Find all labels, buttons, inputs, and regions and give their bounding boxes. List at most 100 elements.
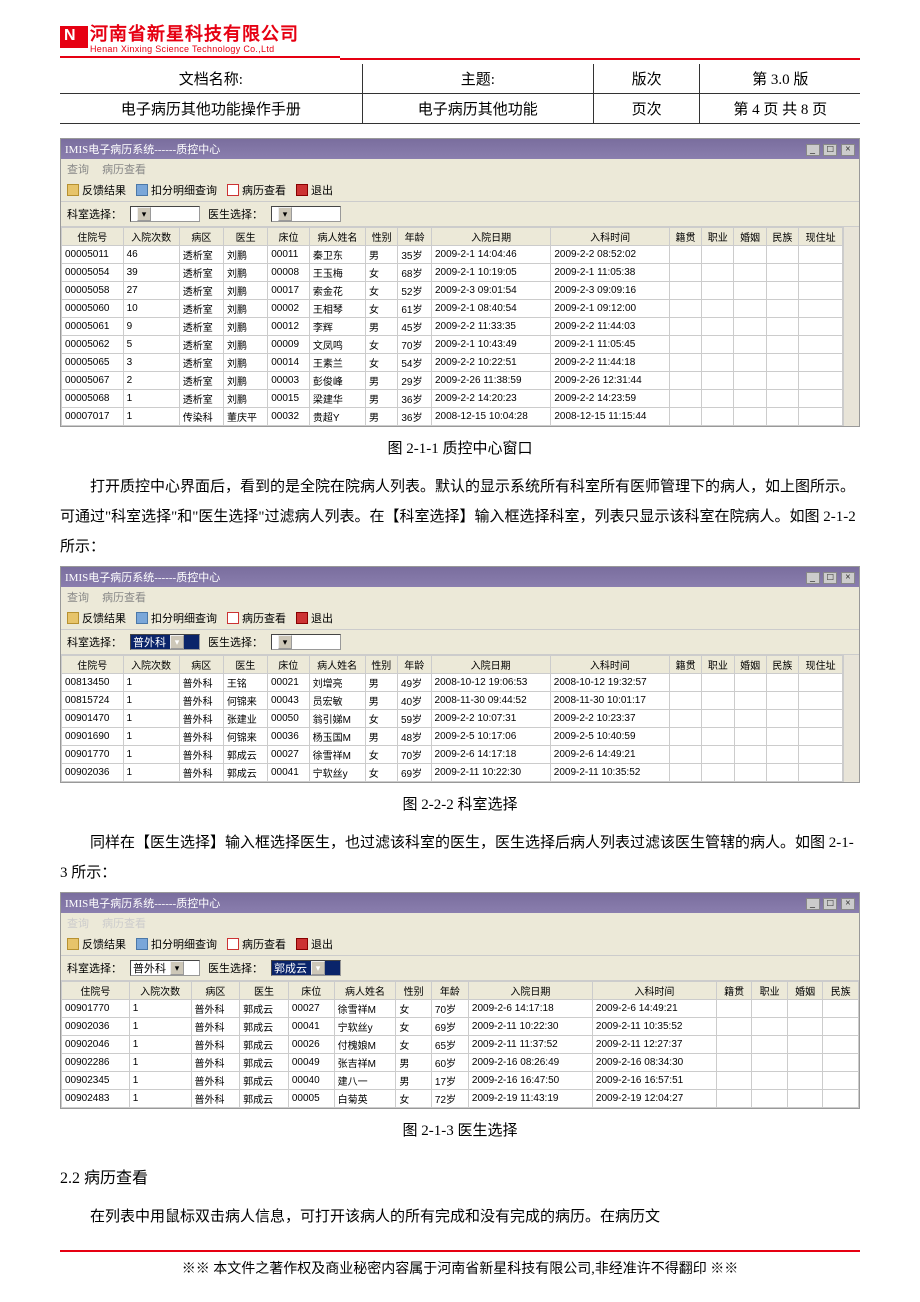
table-cell	[734, 354, 766, 372]
doctor-select[interactable]: 郭成云▾	[271, 960, 341, 976]
table-row[interactable]: 009014701普外科张建业00050翁引娣M女59岁2009-2-2 10:…	[62, 710, 843, 728]
table-row[interactable]: 0000506010透析室刘鹏00002王相琴女61岁2009-2-1 08:4…	[62, 300, 843, 318]
table-cell: 透析室	[179, 246, 223, 264]
table-header-cell: 职业	[752, 982, 788, 1000]
table-row[interactable]: 000050653透析室刘鹏00014王素兰女54岁2009-2-2 10:22…	[62, 354, 843, 372]
table-row[interactable]: 008157241普外科何锦来00043员宏敏男40岁2008-11-30 09…	[62, 692, 843, 710]
toolbar-exit[interactable]: 退出	[296, 610, 333, 626]
doctor-select[interactable]: ▾	[271, 634, 341, 650]
table-cell	[702, 408, 734, 426]
table-cell: 男	[396, 1054, 432, 1072]
dept-select[interactable]: ▾	[130, 206, 200, 222]
table-cell: 透析室	[179, 318, 223, 336]
table-cell: 何锦来	[223, 692, 267, 710]
table-cell: 郭成云	[240, 1090, 289, 1108]
dept-select[interactable]: 普外科▾	[130, 634, 200, 650]
table-cell: 1	[123, 674, 179, 692]
menu-query[interactable]: 查询	[67, 592, 89, 604]
table-cell: 郭成云	[223, 746, 267, 764]
close-icon[interactable]: ×	[841, 144, 855, 156]
table-row[interactable]: 009017701普外科郭成云00027徐雪祥M女70岁2009-2-6 14:…	[62, 746, 843, 764]
table-row[interactable]: 000050625透析室刘鹏00009文凤鸣女70岁2009-2-1 10:43…	[62, 336, 843, 354]
minimize-icon[interactable]: _	[806, 144, 820, 156]
table-row[interactable]: 0000505439透析室刘鹏00008王玉梅女68岁2009-2-1 10:1…	[62, 264, 843, 282]
table-cell	[716, 1018, 752, 1036]
table-cell: 00901770	[62, 1000, 130, 1018]
table-row[interactable]: 0000501146透析室刘鹏00011秦卫东男35岁2009-2-1 14:0…	[62, 246, 843, 264]
table-row[interactable]: 009023451普外科郭成云00040建八一男17岁2009-2-16 16:…	[62, 1072, 859, 1090]
toolbar-detail[interactable]: 扣分明细查询	[136, 936, 217, 952]
table-cell: 徐雪祥M	[309, 746, 365, 764]
table-cell: 员宏敏	[309, 692, 365, 710]
table-row[interactable]: 000050672透析室刘鹏00003彭俊峰男29岁2009-2-26 11:3…	[62, 372, 843, 390]
table-cell	[766, 408, 798, 426]
doctor-select[interactable]: ▾	[271, 206, 341, 222]
table-row[interactable]: 009020361普外科郭成云00041宁软丝y女69岁2009-2-11 10…	[62, 764, 843, 782]
table-cell: 60岁	[431, 1054, 468, 1072]
table-row[interactable]: 009022861普外科郭成云00049张吉祥M男60岁2009-2-16 08…	[62, 1054, 859, 1072]
menu-view[interactable]: 病历查看	[102, 918, 146, 930]
table-cell: 2009-2-1 11:05:38	[551, 264, 670, 282]
toolbar-feedback[interactable]: 反馈结果	[67, 182, 126, 198]
table-cell: 00007017	[62, 408, 124, 426]
table-cell: 52岁	[398, 282, 432, 300]
table-row[interactable]: 009020361普外科郭成云00041宁软丝y女69岁2009-2-11 10…	[62, 1018, 859, 1036]
table-cell: 5	[123, 336, 179, 354]
menu-query[interactable]: 查询	[67, 918, 89, 930]
table-cell: 2009-2-11 11:37:52	[468, 1036, 592, 1054]
toolbar-detail[interactable]: 扣分明细查询	[136, 182, 217, 198]
doc-topic-value: 电子病历其他功能	[418, 102, 538, 118]
minimize-icon[interactable]: _	[806, 572, 820, 584]
minimize-icon[interactable]: _	[806, 898, 820, 910]
toolbar-record[interactable]: 病历查看	[227, 182, 286, 198]
toolbar-record[interactable]: 病历查看	[227, 610, 286, 626]
table-cell	[702, 336, 734, 354]
window-buttons: _ □ ×	[805, 143, 856, 156]
maximize-icon[interactable]: □	[823, 144, 837, 156]
menu-view[interactable]: 病历查看	[102, 592, 146, 604]
table-cell: 00901770	[62, 746, 124, 764]
table-row[interactable]: 000050619透析室刘鹏00012李辉男45岁2009-2-2 11:33:…	[62, 318, 843, 336]
table-row[interactable]: 009020461普外科郭成云00026付槐娘M女65岁2009-2-11 11…	[62, 1036, 859, 1054]
table-cell	[669, 354, 701, 372]
menu-view[interactable]: 病历查看	[102, 164, 146, 176]
table-row[interactable]: 009024831普外科郭成云00005白菊英女72岁2009-2-19 11:…	[62, 1090, 859, 1108]
table-cell	[766, 336, 798, 354]
toolbar-feedback[interactable]: 反馈结果	[67, 936, 126, 952]
table-cell: 00815724	[62, 692, 124, 710]
table-row[interactable]: 0000505827透析室刘鹏00017索金花女52岁2009-2-3 09:0…	[62, 282, 843, 300]
table-cell: 女	[365, 764, 397, 782]
maximize-icon[interactable]: □	[823, 572, 837, 584]
table-cell: 2009-2-26 12:31:44	[551, 372, 670, 390]
table-cell: 29岁	[398, 372, 432, 390]
table-header-cell: 年龄	[431, 982, 468, 1000]
scrollbar-vertical[interactable]	[843, 227, 859, 426]
toolbar-exit[interactable]: 退出	[296, 182, 333, 198]
table-cell	[752, 1000, 788, 1018]
table-row[interactable]: 000050681透析室刘鹏00015梁建华男36岁2009-2-2 14:20…	[62, 390, 843, 408]
table-row[interactable]: 008134501普外科王铭00021刘增亮男49岁2008-10-12 19:…	[62, 674, 843, 692]
table-cell: 2009-2-2 10:22:51	[431, 354, 550, 372]
window-titlebar: IMIS电子病历系统------质控中心 _ □ ×	[61, 893, 859, 913]
scrollbar-vertical[interactable]	[843, 655, 859, 782]
table-row[interactable]: 009017701普外科郭成云00027徐雪祥M女70岁2009-2-6 14:…	[62, 1000, 859, 1018]
close-icon[interactable]: ×	[841, 572, 855, 584]
toolbar-exit[interactable]: 退出	[296, 936, 333, 952]
menu-query[interactable]: 查询	[67, 164, 89, 176]
close-icon[interactable]: ×	[841, 898, 855, 910]
toolbar-record[interactable]: 病历查看	[227, 936, 286, 952]
table-row[interactable]: 009016901普外科何锦来00036杨玉国M男48岁2009-2-5 10:…	[62, 728, 843, 746]
table-row[interactable]: 000070171传染科董庆平00032贵超Y男36岁2008-12-15 10…	[62, 408, 843, 426]
table-cell: 46	[123, 246, 179, 264]
toolbar-feedback[interactable]: 反馈结果	[67, 610, 126, 626]
maximize-icon[interactable]: □	[823, 898, 837, 910]
table-cell: 1	[123, 764, 179, 782]
table-header-cell: 现住址	[798, 656, 842, 674]
toolbar-feedback-label: 反馈结果	[82, 936, 126, 952]
table-cell: 00011	[268, 246, 310, 264]
table-cell	[702, 728, 734, 746]
dept-select[interactable]: 普外科▾	[130, 960, 200, 976]
table-cell: 2009-2-19 12:04:27	[592, 1090, 716, 1108]
toolbar-detail[interactable]: 扣分明细查询	[136, 610, 217, 626]
doctor-label: 医生选择：	[208, 960, 263, 976]
